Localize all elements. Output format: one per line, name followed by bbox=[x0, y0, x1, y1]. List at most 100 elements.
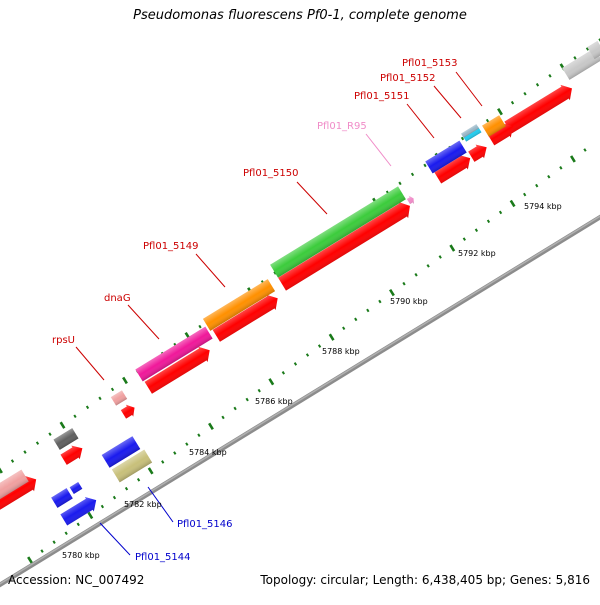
cds-red-5152 bbox=[487, 123, 514, 146]
gene-label: dnaG bbox=[104, 293, 131, 304]
minor-tick bbox=[221, 415, 225, 420]
major-tick bbox=[569, 155, 576, 163]
gene-steel-5152 bbox=[461, 124, 479, 138]
tick-label: 5786 kbp bbox=[255, 397, 293, 406]
cds-blue-5144b bbox=[60, 497, 97, 526]
minor-tick bbox=[64, 531, 68, 536]
gene-salmon-rpsU bbox=[110, 390, 128, 406]
gene-label: Pfl01_5153 bbox=[402, 58, 458, 69]
tick-label: 5792 kbp bbox=[458, 249, 496, 258]
cds-red-5150 bbox=[278, 201, 410, 291]
minor-tick bbox=[583, 148, 587, 152]
cds-red-dnaG-shading bbox=[144, 346, 210, 394]
map-title: Pseudomonas fluorescens Pf0-1, complete … bbox=[133, 8, 467, 23]
minor-tick bbox=[535, 82, 540, 87]
cds-red-5153-shading bbox=[504, 84, 572, 134]
major-tick bbox=[147, 467, 154, 475]
tick-label: 5788 kbp bbox=[322, 347, 360, 356]
gene-khaki-5146 bbox=[111, 449, 153, 483]
minor-tick bbox=[281, 371, 286, 375]
minor-tick bbox=[486, 219, 491, 224]
tick-label: 5790 kbp bbox=[390, 297, 428, 306]
gene-salmon-left-shading bbox=[0, 469, 29, 503]
minor-tick bbox=[35, 441, 40, 445]
gene-salmon-left bbox=[0, 469, 29, 503]
gene-gray-b bbox=[587, 40, 600, 60]
minor-tick bbox=[354, 317, 358, 322]
minor-tick bbox=[317, 344, 322, 348]
minor-tick bbox=[73, 414, 77, 419]
gene-label: rpsU bbox=[52, 335, 75, 346]
gene-green-5150 bbox=[270, 186, 406, 278]
inner-tick-row bbox=[27, 148, 587, 564]
minor-tick bbox=[548, 74, 552, 78]
minor-tick bbox=[245, 397, 249, 402]
gene-label: Pfl01_5144 bbox=[135, 552, 191, 563]
callout-line bbox=[296, 181, 328, 215]
gene-gray-b-shading bbox=[587, 40, 600, 60]
minor-tick bbox=[366, 308, 370, 313]
minor-tick bbox=[173, 451, 177, 455]
minor-tick bbox=[273, 271, 277, 275]
gene-orange-5149 bbox=[202, 279, 276, 331]
minor-tick bbox=[342, 326, 346, 331]
tick-labels: 5780 kbp 5782 kbp 5784 kbp 5786 kbp 5788 kbp… bbox=[62, 202, 562, 560]
major-tick bbox=[122, 376, 128, 385]
backbone-highlight bbox=[0, 215, 600, 585]
minor-tick bbox=[52, 540, 56, 544]
cds-red-5151b bbox=[468, 144, 487, 162]
minor-tick bbox=[423, 163, 427, 168]
minor-tick bbox=[48, 432, 52, 436]
cds-red-rpsU-shading bbox=[120, 404, 135, 419]
callout-line bbox=[365, 133, 392, 167]
minor-tick bbox=[293, 362, 298, 366]
minor-tick bbox=[523, 192, 527, 197]
gene-blue-5151-shading bbox=[425, 140, 467, 174]
minor-tick bbox=[10, 459, 15, 463]
gene-darkgray bbox=[53, 428, 79, 450]
minor-tick bbox=[378, 299, 382, 304]
major-tick bbox=[389, 288, 395, 297]
tick-label: 5780 kbp bbox=[62, 551, 100, 560]
minor-tick bbox=[438, 255, 442, 259]
major-tick bbox=[509, 199, 516, 208]
gene-darkgray-shading bbox=[53, 428, 79, 450]
cds-blue-5144b-shading bbox=[60, 497, 97, 526]
minor-tick bbox=[197, 433, 201, 438]
cds-red-rpsU bbox=[120, 404, 135, 419]
cds-red-small bbox=[60, 445, 83, 465]
gene-magenta-dnaG-shading bbox=[135, 326, 213, 382]
minor-tick bbox=[510, 100, 515, 105]
minor-tick bbox=[23, 450, 27, 454]
minor-tick bbox=[198, 324, 202, 329]
tick-label: 5782 kbp bbox=[124, 500, 162, 509]
gene-blue-5144c-shading bbox=[69, 481, 83, 495]
gene-steel-5152-shading bbox=[461, 124, 479, 138]
minor-tick bbox=[233, 406, 237, 411]
major-tick bbox=[268, 378, 275, 386]
major-tick bbox=[87, 511, 94, 520]
gene-salmon-rpsU-shading bbox=[110, 390, 128, 406]
gene-blue-5151 bbox=[425, 140, 467, 174]
major-tick bbox=[27, 556, 33, 564]
minor-tick bbox=[559, 166, 563, 170]
gene-blue-5146 bbox=[101, 436, 141, 468]
gene-blue-5144c bbox=[69, 481, 83, 495]
minor-tick bbox=[136, 477, 141, 482]
callout-line bbox=[147, 486, 174, 523]
rna-R95 bbox=[406, 195, 414, 205]
gene-green-5150-shading bbox=[270, 186, 406, 278]
gene-blue-5144a bbox=[51, 488, 73, 508]
cds-red-left-shading bbox=[0, 475, 37, 513]
minor-tick bbox=[460, 136, 465, 141]
minor-tick bbox=[498, 210, 503, 215]
callout-line bbox=[195, 253, 226, 288]
minor-tick bbox=[426, 264, 430, 268]
gene-label: Pfl01_5151 bbox=[354, 91, 410, 102]
gene-label: Pfl01_5146 bbox=[177, 519, 233, 530]
gene-orange-5149-shading bbox=[202, 279, 276, 331]
callout-line bbox=[455, 71, 483, 107]
cds-red-5151 bbox=[434, 155, 471, 184]
minor-tick bbox=[161, 460, 165, 464]
